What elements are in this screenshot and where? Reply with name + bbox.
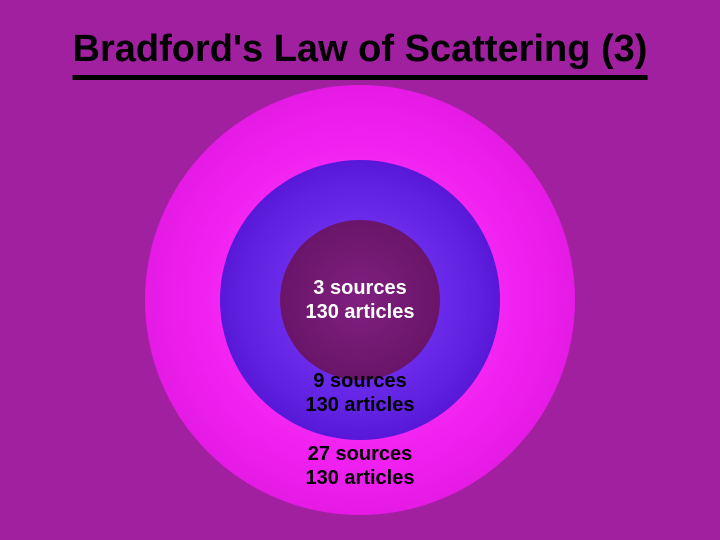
label-middle: 9 sources 130 articles — [306, 369, 415, 417]
slide-title: Bradford's Law of Scattering (3) — [73, 28, 648, 80]
label-outer-line1: 27 sources — [308, 443, 413, 465]
label-outer-line2: 130 articles — [306, 467, 415, 489]
bradford-rings-diagram: 3 sources 130 articles 9 sources 130 art… — [145, 85, 575, 515]
label-inner-line2: 130 articles — [306, 301, 415, 323]
label-middle-line1: 9 sources — [313, 370, 406, 392]
label-middle-line2: 130 articles — [306, 394, 415, 416]
label-inner: 3 sources 130 articles — [306, 276, 415, 324]
label-inner-line1: 3 sources — [313, 277, 406, 299]
label-outer: 27 sources 130 articles — [306, 442, 415, 490]
